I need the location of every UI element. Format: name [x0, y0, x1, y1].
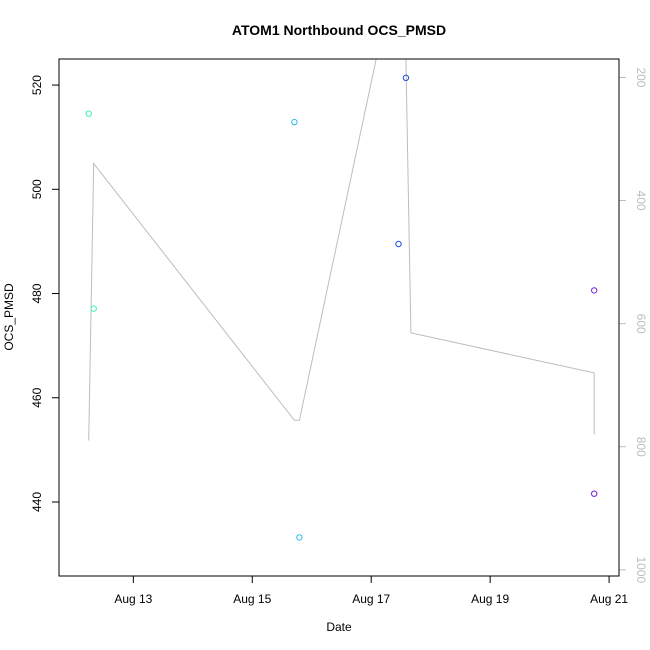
y-tick-label-3: 480 — [30, 283, 44, 303]
y-tick-label-5: 520 — [30, 75, 44, 95]
y-axis-label: OCS_PMSD — [2, 283, 16, 351]
data-point-s1-1 — [85, 110, 92, 117]
secondary-tick-label-1: 200 — [634, 67, 648, 87]
secondary-tick-label-5: 1000 — [634, 556, 648, 583]
axes-layer: Aug 13 Aug 15 Aug 17 Aug 19 Aug 21 440 460 480 5… — [30, 67, 648, 606]
data-point-s2-1 — [291, 118, 298, 126]
plot-frame — [58, 58, 620, 577]
data-point-s4-1 — [591, 287, 598, 294]
y-tick-label-4: 500 — [30, 179, 44, 199]
points-layer — [85, 74, 598, 541]
x-axis-label: Date — [326, 620, 352, 634]
secondary-tick-label-3: 600 — [634, 314, 648, 334]
x-tick-label-3: Aug 17 — [352, 592, 390, 606]
y-tick-label-2: 460 — [30, 387, 44, 407]
x-tick-label-5: Aug 21 — [590, 592, 628, 606]
x-tick-label-1: Aug 13 — [114, 592, 152, 606]
chart-title: ATOM1 Northbound OCS_PMSD — [232, 22, 446, 38]
data-point-s4-2 — [591, 490, 598, 497]
y-tick-label-1: 440 — [30, 492, 44, 512]
data-point-s2-2 — [296, 534, 303, 541]
secondary-tick-label-2: 400 — [634, 191, 648, 211]
data-point-s3-1 — [395, 240, 402, 248]
data-point-s3-2 — [402, 74, 410, 82]
x-tick-label-4: Aug 19 — [471, 592, 509, 606]
secondary-tick-label-4: 800 — [634, 437, 648, 457]
secondary-series-line — [88, 58, 595, 441]
x-tick-label-2: Aug 15 — [233, 592, 271, 606]
secondary-line-layer — [88, 58, 595, 441]
data-point-s1-2 — [90, 305, 97, 312]
